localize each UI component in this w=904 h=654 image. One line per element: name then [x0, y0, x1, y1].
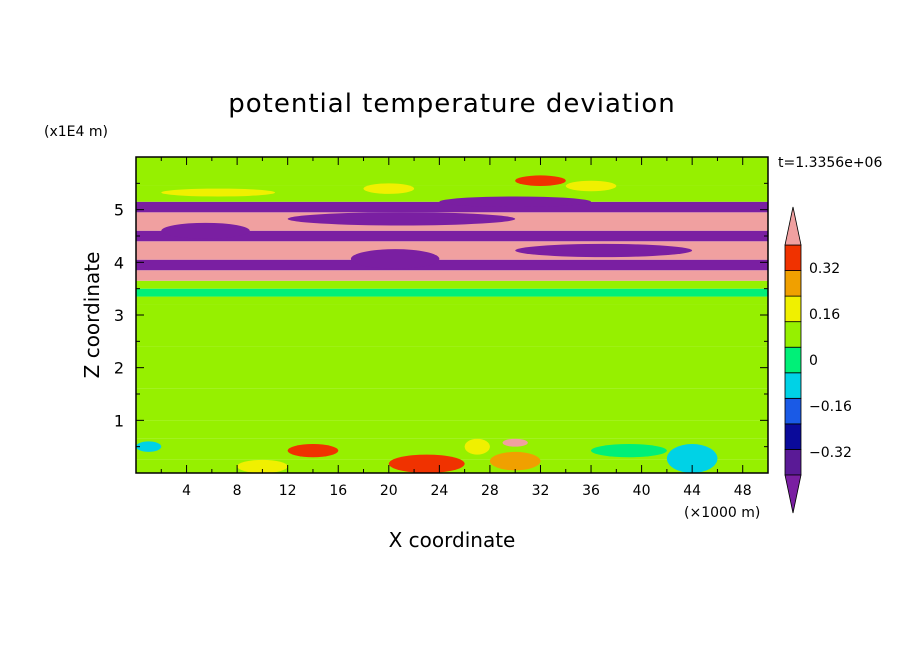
feature-3	[515, 243, 693, 258]
colorbar-segment-3	[784, 397, 802, 425]
feature-2	[350, 249, 440, 269]
colorbar: 0.32 0.16 0 −0.16 −0.32	[784, 206, 852, 514]
temperature-features	[136, 175, 718, 473]
band-12	[136, 230, 768, 242]
colorbar-label-2: 0	[809, 353, 818, 369]
band-16	[136, 157, 768, 186]
x-tick-label-6: 28	[481, 483, 499, 499]
colorbar-segment-4	[784, 372, 802, 399]
y-tick-label-1: 2	[114, 359, 124, 378]
feature-5	[161, 188, 276, 197]
x-tick-label-9: 40	[633, 483, 651, 499]
x-tick-label-3: 16	[329, 483, 347, 499]
y-tick-label-4: 5	[114, 201, 124, 220]
feature-10	[666, 444, 718, 473]
band-2	[136, 420, 768, 439]
colorbar-segment-5	[784, 346, 802, 374]
feature-11	[136, 441, 162, 452]
y-axis-title: Z coordinate	[80, 252, 104, 379]
x-tick-label-0: 4	[182, 483, 191, 499]
colorbar-label-3: −0.16	[809, 399, 852, 415]
colorbar-label-4: −0.32	[809, 445, 852, 461]
feature-12	[591, 444, 667, 458]
band-3	[136, 388, 768, 421]
feature-16	[363, 183, 415, 194]
y-tick-label-3: 4	[114, 253, 124, 272]
temperature-bands	[136, 157, 768, 473]
y-axis: 1 2 3 4 5	[114, 182, 768, 448]
colorbar-segment-9	[784, 244, 802, 271]
feature-4	[439, 196, 592, 208]
time-label: t=1.3356e+06	[778, 155, 882, 171]
feature-14	[502, 438, 528, 447]
feature-0	[161, 222, 250, 239]
colorbar-segment-6	[784, 321, 802, 348]
x-axis-title: X coordinate	[389, 528, 516, 552]
colorbar-segment-7	[784, 295, 802, 323]
band-6	[136, 296, 768, 305]
chart-title: potential temperature deviation	[228, 89, 675, 119]
feature-15	[565, 180, 617, 192]
y-tick-label-0: 1	[114, 411, 124, 430]
feature-1	[287, 212, 516, 226]
band-9	[136, 270, 768, 281]
band-7	[136, 288, 768, 297]
feature-6	[388, 454, 465, 473]
colorbar-segment-8	[784, 270, 802, 297]
x-tick-label-5: 24	[430, 483, 448, 499]
feature-8	[287, 444, 339, 458]
band-14	[136, 201, 768, 213]
feature-13	[464, 438, 490, 455]
band-10	[136, 259, 768, 271]
x-tick-label-4: 20	[380, 483, 398, 499]
band-8	[136, 280, 768, 289]
colorbar-label-1: 0.16	[809, 307, 840, 323]
colorbar-bottom-arrow	[784, 474, 802, 514]
feature-17	[515, 175, 566, 186]
x-unit-label: (×1000 m)	[684, 505, 760, 521]
band-15	[136, 185, 768, 202]
plot-area	[136, 157, 768, 473]
x-tick-label-1: 8	[233, 483, 242, 499]
band-4	[136, 346, 768, 389]
feature-9	[237, 459, 288, 473]
x-tick-label-11: 48	[734, 483, 752, 499]
colorbar-segment-2	[784, 423, 802, 450]
x-tick-label-7: 32	[532, 483, 550, 499]
x-tick-label-8: 36	[582, 483, 600, 499]
y-tick-label-2: 3	[114, 306, 124, 325]
x-axis: 4 8 12 16 20 24 28 32 36 40 44 48	[160, 157, 752, 499]
x-tick-label-10: 44	[683, 483, 701, 499]
colorbar-label-0: 0.32	[809, 261, 840, 277]
colorbar-top-arrow	[784, 206, 802, 246]
band-5	[136, 304, 768, 347]
y-unit-label: (x1E4 m)	[44, 124, 108, 140]
colorbar-segment-1	[784, 449, 802, 476]
x-tick-label-2: 12	[279, 483, 297, 499]
feature-7	[489, 451, 541, 471]
